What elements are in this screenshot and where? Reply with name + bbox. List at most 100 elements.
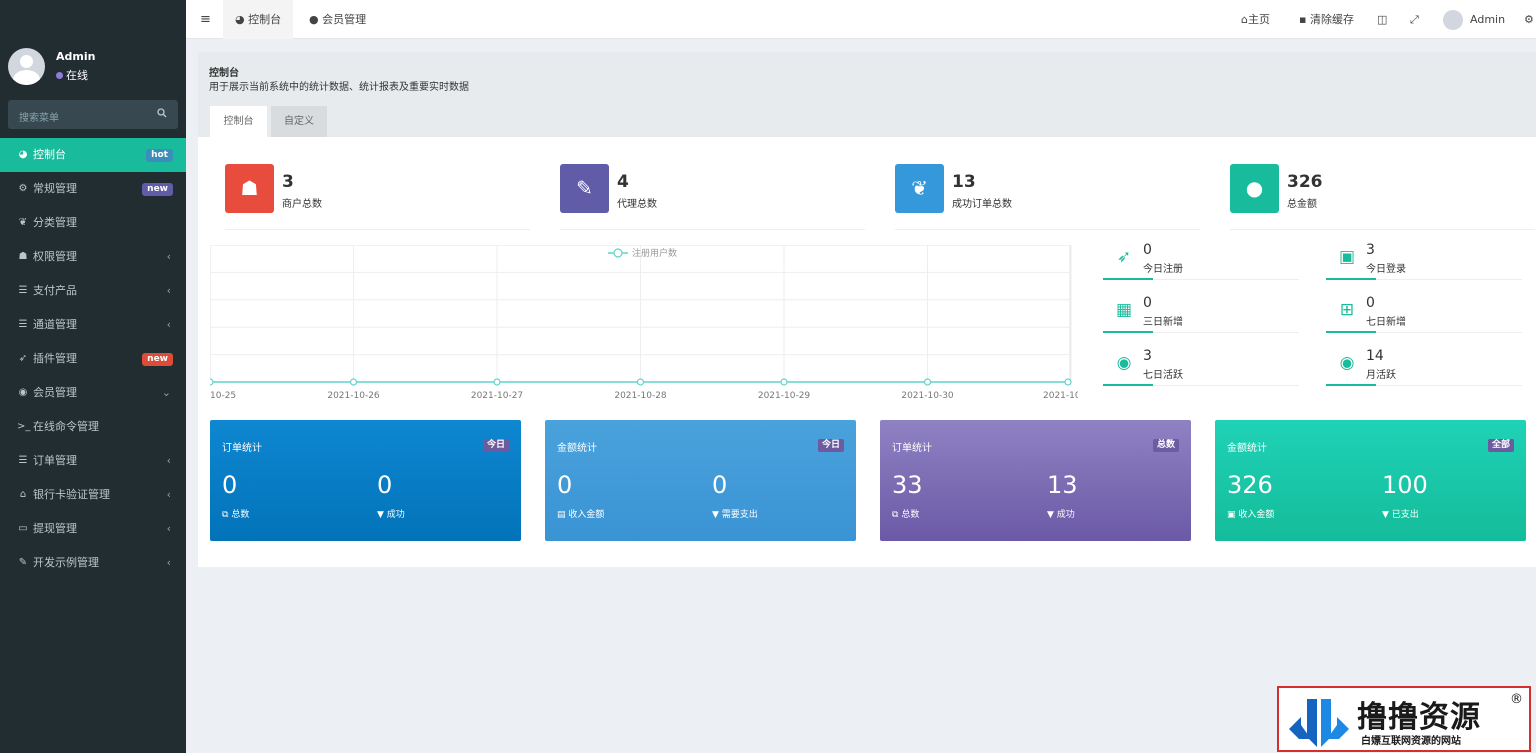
card-title: 金额统计 (557, 443, 597, 454)
card-label-2-text: 已支出 (1391, 510, 1419, 520)
summary-card: 订单统计 总数 33 13 ⧉ 总数 ▼ 成功 (880, 420, 1191, 541)
card-label-2-text: 成功 (1056, 510, 1075, 520)
home-link[interactable]: ⌂主页 (1241, 0, 1270, 39)
money-icon: ▭ (18, 523, 28, 534)
chart-data-point (923, 378, 932, 386)
sidebar-item-11[interactable]: ▭ 提现管理 ‹ (0, 512, 186, 546)
tab-dashboard-content[interactable]: 控制台 (210, 106, 267, 137)
sidebar-item-1[interactable]: ⚙ 常规管理 new (0, 172, 186, 206)
tab-member-label: 会员管理 (322, 13, 367, 26)
user-panel: Admin 在线 (8, 48, 183, 88)
top-navbar: ≡ ◕ 控制台 ● 会员管理 ⌂主页 ▪ 清除缓存 ◫ ⤢ Admin ⚙ (186, 0, 1536, 39)
fullscreen-icon[interactable]: ⤢ (1410, 13, 1419, 26)
dashboard-icon: ◕ (18, 149, 28, 160)
chevron-icon[interactable]: ‹ (166, 488, 171, 501)
user-circle-icon: ◉ (1116, 353, 1132, 373)
avatar[interactable] (8, 48, 45, 85)
sidebar-item-9[interactable]: ☰ 订单管理 ‹ (0, 444, 186, 478)
card-badge: 今日 (817, 439, 844, 452)
stat-value: 3 (282, 172, 294, 192)
rocket-icon: ➶ (18, 353, 28, 364)
home-label: 主页 (1247, 13, 1270, 26)
chart-x-tick-label: 2021-10-27 (471, 391, 523, 401)
mini-stat-value: 3 (1143, 348, 1152, 364)
sidebar-item-label: 提现管理 (33, 522, 77, 535)
sidebar-item-12[interactable]: ✎ 开发示例管理 ‹ (0, 546, 186, 580)
chevron-icon[interactable]: ‹ (166, 318, 171, 331)
chevron-icon[interactable]: ‹ (166, 284, 171, 297)
stat-label: 商户总数 (282, 199, 322, 210)
sidebar-item-label: 通道管理 (33, 318, 77, 331)
settings-icon[interactable]: ⚙ (1524, 13, 1534, 26)
sidebar-item-4[interactable]: ☰ 支付产品 ‹ (0, 274, 186, 308)
home-icon: ⌂ (1241, 13, 1248, 26)
admin-dropdown[interactable]: Admin (1443, 0, 1505, 39)
sidebar-item-8[interactable]: >_ 在线命令管理 (0, 410, 186, 444)
card-label-1-text: 收入金额 (1238, 510, 1275, 520)
chevron-icon[interactable]: ‹ (166, 250, 171, 263)
card-label-1-text: 总数 (901, 510, 920, 520)
chevron-icon[interactable]: ⌄ (161, 386, 171, 399)
card-value-2: 0 (712, 471, 728, 499)
chevron-icon[interactable]: ‹ (166, 522, 171, 535)
chart-data-point (210, 378, 214, 386)
sidebar-item-2[interactable]: ❦ 分类管理 (0, 206, 186, 240)
mini-stat: ⊞ 0 七日新增 (1326, 293, 1522, 333)
sidebar-item-5[interactable]: ☰ 通道管理 ‹ (0, 308, 186, 342)
sidebar: Admin 在线 搜索菜单 ◕ 控制台 hot ⚙ 常规管理 new ❦ 分类管理 ☗ 权限管理 ‹… (0, 0, 186, 753)
search-icon[interactable] (157, 108, 167, 121)
menu-toggle-icon[interactable]: ≡ (200, 12, 211, 27)
mini-stat-label: 三日新增 (1143, 317, 1183, 328)
chevron-icon[interactable]: ‹ (166, 556, 171, 569)
card-label-2-text: 需要支出 (721, 510, 758, 520)
card-label-1-text: 总数 (231, 510, 250, 520)
card-title: 金额统计 (1227, 443, 1267, 454)
mini-stat-label: 七日活跃 (1143, 370, 1183, 381)
watermark-subtitle: 白嫖互联网资源的网站 (1361, 736, 1461, 747)
stat-label: 代理总数 (617, 199, 657, 210)
user-status: 在线 (56, 67, 88, 83)
sidebar-item-label: 开发示例管理 (33, 556, 99, 569)
stat-label: 成功订单总数 (952, 199, 1012, 210)
filter-icon: ▼ (712, 510, 719, 520)
chart-data-point (780, 378, 788, 386)
calendar-plus-icon: ⊞ (1339, 300, 1355, 320)
filter-icon: ▼ (377, 510, 384, 520)
page-description: 用于展示当前系统中的统计数据、统计报表及重要实时数据 (209, 82, 469, 93)
registered-users-chart: 10-25 2021-10-26 2021-10-27 2021-10-28 2021-… (210, 245, 1078, 401)
card-label-2-text: 成功 (386, 510, 405, 520)
mini-stat-value: 0 (1143, 242, 1152, 258)
sidebar-item-6[interactable]: ➶ 插件管理 new (0, 342, 186, 376)
card-value-1: 0 (222, 471, 238, 499)
chart-data-point (636, 378, 645, 386)
sidebar-item-label: 常规管理 (33, 182, 77, 195)
stat-value: 4 (617, 172, 629, 192)
chart-data-point (493, 378, 501, 386)
sidebar-item-3[interactable]: ☗ 权限管理 ‹ (0, 240, 186, 274)
tab-custom[interactable]: 自定义 (271, 106, 327, 137)
stat-value: 326 (1287, 172, 1323, 192)
cogs-icon: ⚙ (18, 183, 28, 194)
sidebar-item-0[interactable]: ◕ 控制台 hot (0, 138, 186, 172)
translate-icon[interactable]: ◫ (1377, 13, 1388, 26)
rocket-icon: ➶ (1116, 247, 1132, 267)
chevron-icon[interactable]: ‹ (166, 454, 171, 467)
tab-dashboard-label: 控制台 (248, 13, 282, 26)
copy-icon: ⧉ (892, 510, 899, 520)
sidebar-item-label: 会员管理 (33, 386, 77, 399)
sidebar-item-7[interactable]: ◉ 会员管理 ⌄ (0, 376, 186, 410)
sidebar-item-label: 在线命令管理 (33, 420, 99, 433)
card-value-1: 0 (557, 471, 573, 499)
stat-value: 13 (952, 172, 976, 192)
menu-search-input[interactable]: 搜索菜单 (8, 100, 178, 129)
chart-x-tick-label: 2021-10-30 (901, 391, 954, 401)
chart-x-tick-label: 2021-10-29 (758, 391, 811, 401)
copy-icon: ▣ (1227, 510, 1236, 520)
sidebar-item-10[interactable]: ⌂ 银行卡验证管理 ‹ (0, 478, 186, 512)
chart-x-tick-label: 10-25 (210, 391, 236, 401)
tab-member-management[interactable]: ● 会员管理 (309, 0, 366, 39)
clear-cache-button[interactable]: ▪ 清除缓存 (1299, 0, 1354, 39)
stat-label: 总金额 (1287, 199, 1317, 210)
stat-box: ❦ 13 成功订单总数 (895, 164, 1200, 230)
tab-dashboard[interactable]: ◕ 控制台 (223, 0, 293, 39)
